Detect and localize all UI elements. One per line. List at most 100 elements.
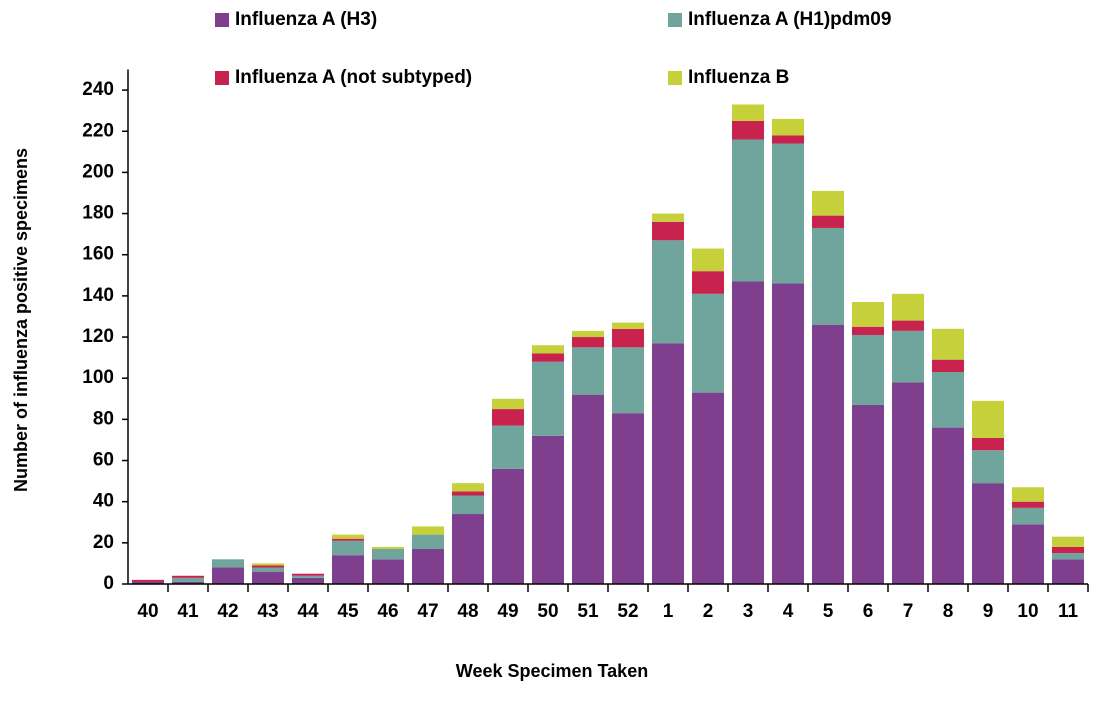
bar-segment — [652, 240, 684, 344]
bar-segment — [572, 347, 604, 395]
bar-segment — [612, 328, 644, 348]
bar-segment — [972, 437, 1004, 451]
bar-segment — [692, 271, 724, 294]
x-tick-label: 51 — [577, 601, 599, 622]
bar-segment — [932, 328, 964, 360]
bar-segment — [812, 324, 844, 584]
y-tick-label: 180 — [82, 203, 114, 224]
bar-segment — [932, 372, 964, 428]
bar-segment — [412, 534, 444, 550]
x-tick-label: 6 — [863, 601, 874, 622]
bar-segment — [852, 326, 884, 335]
bar-segment — [572, 394, 604, 584]
y-axis-label: Number of influenza positive specimens — [11, 148, 31, 492]
bar-segment — [252, 565, 284, 568]
bar-segment — [692, 293, 724, 393]
bar-segment — [812, 227, 844, 325]
y-tick-label: 200 — [82, 161, 114, 182]
y-tick-label: 140 — [82, 285, 114, 306]
bar-segment — [532, 353, 564, 362]
bar-segment — [532, 435, 564, 584]
x-tick-label: 5 — [823, 601, 834, 622]
x-tick-label: 1 — [663, 601, 674, 622]
bar-segment — [732, 281, 764, 584]
bar-segment — [692, 248, 724, 272]
bar-segment — [652, 213, 684, 222]
bar-segment — [132, 579, 164, 582]
bar-segment — [1052, 536, 1084, 547]
bar-segment — [252, 567, 284, 572]
x-tick-label: 3 — [743, 601, 754, 622]
bar-segment — [652, 221, 684, 241]
bar-segment — [532, 361, 564, 436]
bar-segment — [612, 347, 644, 414]
x-tick-label: 44 — [297, 601, 319, 622]
x-tick-label: 52 — [617, 601, 638, 622]
bar-segment — [852, 302, 884, 327]
bar-segment — [732, 104, 764, 121]
legend-label: Influenza A (H3) — [235, 9, 377, 30]
bar-segment — [772, 283, 804, 584]
y-tick-label: 0 — [103, 573, 114, 594]
x-tick-label: 48 — [457, 601, 478, 622]
bar-segment — [332, 538, 364, 541]
bar-segment — [732, 139, 764, 282]
bar-segment — [652, 343, 684, 584]
bar-segment — [1012, 487, 1044, 502]
x-tick-label: 49 — [497, 601, 518, 622]
y-tick-label: 60 — [93, 450, 114, 471]
x-tick-label: 11 — [1058, 601, 1079, 622]
legend-swatch — [215, 13, 229, 27]
bar-segment — [892, 293, 924, 321]
bar-segment — [332, 540, 364, 556]
y-tick-label: 100 — [82, 367, 114, 388]
bar-segment — [692, 392, 724, 584]
y-tick-label: 40 — [93, 491, 114, 512]
y-tick-label: 20 — [93, 532, 114, 553]
legend-swatch — [215, 71, 229, 85]
legend-swatch — [668, 13, 682, 27]
bar-segment — [572, 330, 604, 338]
legend-label: Influenza B — [688, 67, 789, 88]
bar-segment — [452, 514, 484, 584]
legend-label: Influenza A (not subtyped) — [235, 67, 472, 88]
bar-segment — [172, 575, 204, 578]
bar-segment — [932, 427, 964, 584]
bar-segment — [212, 559, 244, 568]
y-tick-label: 160 — [82, 244, 114, 265]
bar-segment — [372, 546, 404, 550]
bar-segment — [892, 382, 924, 584]
bar-segment — [772, 143, 804, 284]
x-tick-label: 8 — [943, 601, 954, 622]
bar-segment — [452, 483, 484, 492]
x-tick-label: 47 — [417, 601, 438, 622]
bar-segment — [812, 190, 844, 216]
bar-segment — [132, 581, 164, 584]
bar-segment — [372, 559, 404, 584]
bar-segment — [492, 425, 524, 469]
bar-segment — [332, 534, 364, 539]
x-tick-label: 45 — [337, 601, 359, 622]
x-tick-label: 41 — [177, 601, 199, 622]
bar-segment — [972, 450, 1004, 484]
bar-segment — [612, 413, 644, 584]
bar-segment — [172, 581, 204, 584]
x-tick-label: 9 — [983, 601, 994, 622]
bar-segment — [892, 330, 924, 383]
legend-label: Influenza A (H1)pdm09 — [688, 9, 891, 30]
x-tick-label: 7 — [903, 601, 914, 622]
y-tick-label: 240 — [82, 79, 114, 100]
bar-segment — [772, 118, 804, 136]
y-tick-label: 120 — [82, 326, 114, 347]
bar-segment — [1052, 546, 1084, 554]
bar-segment — [772, 135, 804, 144]
x-tick-label: 10 — [1017, 601, 1038, 622]
bar-segment — [1052, 559, 1084, 584]
bar-segment — [412, 549, 444, 584]
bar-segment — [1012, 501, 1044, 508]
bar-segment — [372, 549, 404, 560]
bar-segment — [932, 359, 964, 373]
x-axis-label: Week Specimen Taken — [456, 661, 648, 681]
bar-segment — [812, 215, 844, 228]
bar-segment — [292, 573, 324, 576]
